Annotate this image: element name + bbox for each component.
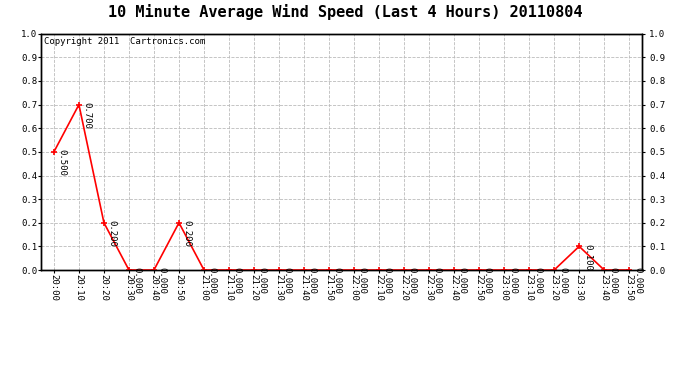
Text: Copyright 2011  Cartronics.com: Copyright 2011 Cartronics.com: [44, 37, 206, 46]
Text: 0.000: 0.000: [558, 267, 567, 294]
Text: 0.000: 0.000: [258, 267, 267, 294]
Text: 0.000: 0.000: [433, 267, 442, 294]
Text: 0.000: 0.000: [508, 267, 517, 294]
Text: 0.200: 0.200: [183, 220, 192, 247]
Text: 0.000: 0.000: [408, 267, 417, 294]
Text: 0.100: 0.100: [583, 243, 592, 270]
Text: 0.200: 0.200: [108, 220, 117, 247]
Text: 0.000: 0.000: [333, 267, 342, 294]
Text: 0.000: 0.000: [358, 267, 367, 294]
Text: 0.000: 0.000: [283, 267, 292, 294]
Text: 0.000: 0.000: [458, 267, 467, 294]
Text: 0.000: 0.000: [308, 267, 317, 294]
Text: 0.000: 0.000: [158, 267, 167, 294]
Text: 0.000: 0.000: [533, 267, 542, 294]
Text: 0.000: 0.000: [132, 267, 141, 294]
Text: 0.000: 0.000: [608, 267, 617, 294]
Text: 0.000: 0.000: [633, 267, 642, 294]
Text: 10 Minute Average Wind Speed (Last 4 Hours) 20110804: 10 Minute Average Wind Speed (Last 4 Hou…: [108, 4, 582, 20]
Text: 0.500: 0.500: [58, 149, 67, 176]
Text: 0.000: 0.000: [483, 267, 492, 294]
Text: 0.700: 0.700: [83, 102, 92, 129]
Text: 0.000: 0.000: [383, 267, 392, 294]
Text: 0.000: 0.000: [208, 267, 217, 294]
Text: 0.000: 0.000: [233, 267, 241, 294]
